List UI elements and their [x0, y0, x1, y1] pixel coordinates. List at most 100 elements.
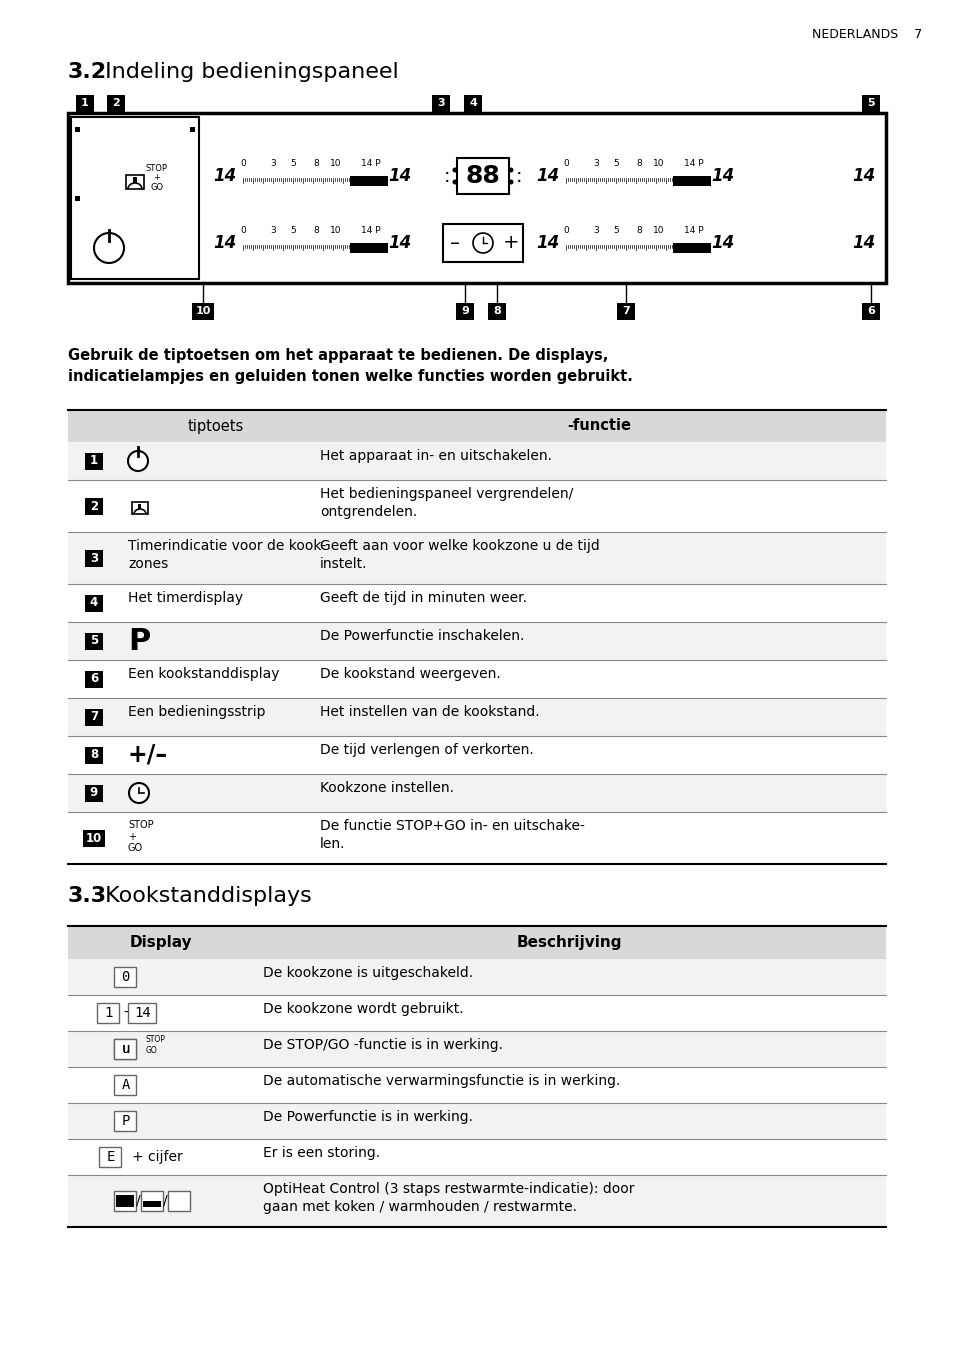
- Bar: [672, 243, 710, 253]
- Text: 14 P: 14 P: [361, 160, 380, 168]
- Text: 14: 14: [388, 234, 411, 251]
- Text: Kookzone instellen.: Kookzone instellen.: [319, 781, 454, 795]
- Text: 4: 4: [90, 596, 98, 610]
- Text: De STOP/GO -functie is in werking.: De STOP/GO -functie is in werking.: [263, 1038, 502, 1052]
- Bar: [76, 95, 94, 112]
- Bar: [68, 813, 885, 864]
- Bar: [114, 1111, 136, 1132]
- Text: 14: 14: [388, 168, 411, 185]
- Text: 6: 6: [866, 307, 874, 316]
- Bar: [114, 967, 136, 987]
- Bar: [862, 303, 879, 320]
- Text: 10: 10: [330, 226, 341, 235]
- Text: 14: 14: [851, 168, 875, 185]
- Text: 8: 8: [636, 226, 641, 235]
- Text: Indeling bedieningspaneel: Indeling bedieningspaneel: [98, 62, 398, 82]
- Text: 7: 7: [90, 711, 98, 723]
- Bar: [85, 498, 103, 515]
- Text: 3: 3: [270, 160, 275, 168]
- Text: -: -: [123, 1006, 128, 1019]
- Bar: [350, 176, 388, 187]
- Text: De kookstand weergeven.: De kookstand weergeven.: [319, 667, 500, 681]
- Text: 6: 6: [90, 672, 98, 685]
- Bar: [68, 1032, 885, 1067]
- Text: 3: 3: [436, 99, 444, 108]
- Bar: [68, 480, 885, 531]
- Text: De Powerfunctie inschakelen.: De Powerfunctie inschakelen.: [319, 629, 524, 644]
- Bar: [463, 95, 481, 112]
- Text: 14: 14: [134, 1006, 151, 1019]
- Text: Het timerdisplay: Het timerdisplay: [128, 591, 243, 604]
- Text: 3: 3: [90, 552, 98, 565]
- Bar: [190, 127, 194, 132]
- Text: 4: 4: [469, 99, 476, 108]
- Bar: [114, 1075, 136, 1095]
- Circle shape: [473, 233, 493, 253]
- Text: 14 P: 14 P: [361, 226, 380, 235]
- Text: STOP
+
GO: STOP + GO: [146, 164, 168, 192]
- Text: OptiHeat Control (3 staps restwarmte-indicatie): door
gaan met koken / warmhoude: OptiHeat Control (3 staps restwarmte-ind…: [263, 1182, 634, 1214]
- Bar: [114, 1038, 136, 1059]
- Bar: [99, 1146, 121, 1167]
- Text: u: u: [121, 1042, 130, 1056]
- Text: 14: 14: [536, 234, 559, 251]
- Circle shape: [128, 452, 148, 470]
- Text: 14: 14: [851, 234, 875, 251]
- Bar: [68, 584, 885, 622]
- Bar: [143, 1201, 161, 1207]
- Text: 8: 8: [493, 307, 500, 316]
- Bar: [85, 748, 103, 764]
- Bar: [75, 127, 80, 132]
- Text: De kookzone wordt gebruikt.: De kookzone wordt gebruikt.: [263, 1002, 463, 1015]
- Text: De kookzone is uitgeschakeld.: De kookzone is uitgeschakeld.: [263, 965, 473, 980]
- Bar: [107, 95, 125, 112]
- Text: De Powerfunctie is in werking.: De Powerfunctie is in werking.: [263, 1110, 473, 1124]
- Bar: [129, 1003, 156, 1023]
- Bar: [68, 1103, 885, 1138]
- Bar: [68, 660, 885, 698]
- Text: De automatische verwarmingsfunctie is in werking.: De automatische verwarmingsfunctie is in…: [263, 1073, 619, 1088]
- Text: 88: 88: [465, 164, 500, 188]
- Bar: [488, 303, 505, 320]
- Text: 8: 8: [313, 160, 318, 168]
- Bar: [85, 708, 103, 726]
- Circle shape: [94, 233, 124, 264]
- Text: 0: 0: [562, 226, 568, 235]
- Circle shape: [508, 180, 513, 184]
- Text: 7: 7: [621, 307, 629, 316]
- Text: 14: 14: [536, 168, 559, 185]
- Text: P: P: [128, 626, 150, 656]
- Bar: [138, 504, 141, 508]
- Bar: [68, 114, 885, 283]
- Bar: [126, 174, 144, 189]
- Text: 14 P: 14 P: [683, 160, 703, 168]
- Text: Het apparaat in- en uitschakelen.: Het apparaat in- en uitschakelen.: [319, 449, 552, 462]
- Text: /: /: [163, 1194, 168, 1207]
- Text: Er is een storing.: Er is een storing.: [263, 1146, 379, 1160]
- Text: STOP
GO: STOP GO: [146, 1036, 165, 1055]
- Bar: [456, 303, 474, 320]
- Text: Kookstanddisplays: Kookstanddisplays: [98, 886, 312, 906]
- Text: 10: 10: [653, 226, 664, 235]
- Text: 1: 1: [104, 1006, 112, 1019]
- Text: 2: 2: [112, 99, 120, 108]
- Text: 5: 5: [866, 99, 874, 108]
- Text: 10: 10: [653, 160, 664, 168]
- Bar: [71, 118, 199, 279]
- Text: Een kookstanddisplay: Een kookstanddisplay: [128, 667, 279, 681]
- Text: 3: 3: [593, 226, 598, 235]
- Text: Het instellen van de kookstand.: Het instellen van de kookstand.: [319, 704, 539, 719]
- Text: 0: 0: [240, 226, 246, 235]
- Bar: [68, 995, 885, 1032]
- Text: Geeft de tijd in minuten weer.: Geeft de tijd in minuten weer.: [319, 591, 526, 604]
- Text: 3: 3: [270, 226, 275, 235]
- Text: 1: 1: [90, 454, 98, 468]
- Circle shape: [129, 783, 149, 803]
- Text: 0: 0: [121, 969, 130, 984]
- Text: Display: Display: [129, 936, 192, 950]
- Bar: [68, 410, 885, 442]
- Text: tiptoets: tiptoets: [188, 419, 244, 434]
- Text: 14: 14: [711, 168, 734, 185]
- Text: STOP
+
GO: STOP + GO: [128, 821, 153, 853]
- Text: 3: 3: [593, 160, 598, 168]
